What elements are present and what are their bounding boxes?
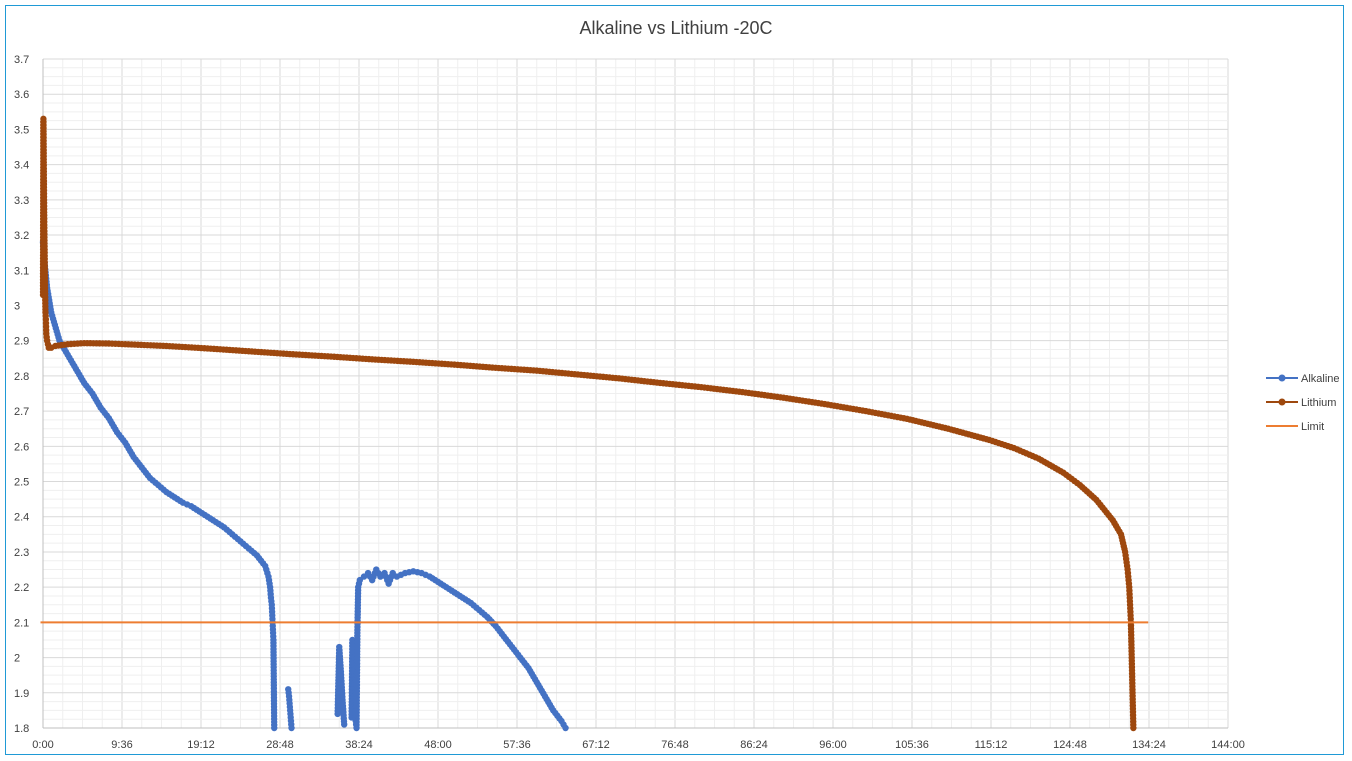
y-tick-label: 2.7 [14, 406, 29, 418]
y-tick-label: 2.5 [14, 477, 29, 489]
x-tick-label: 67:12 [582, 739, 610, 751]
y-tick-label: 2.9 [14, 336, 29, 348]
x-tick-label: 144:00 [1211, 739, 1245, 751]
x-tick-label: 9:36 [111, 739, 132, 751]
chart-title: Alkaline vs Lithium -20C [579, 18, 773, 38]
y-tick-label: 3.6 [14, 89, 29, 101]
y-tick-label: 3 [14, 300, 20, 312]
series-line-lithium [42, 117, 1135, 729]
legend-label-lithium: Lithium [1301, 397, 1336, 409]
y-tick-label: 2 [14, 653, 20, 665]
series-layer [39, 115, 1149, 732]
y-tick-label: 2.4 [14, 512, 29, 524]
y-tick-label: 1.8 [14, 723, 29, 735]
y-tick-label: 2.1 [14, 617, 29, 629]
series-lithium [39, 115, 1137, 732]
series-alkaline [39, 238, 569, 732]
legend-label-alkaline: Alkaline [1301, 373, 1340, 385]
data-point-alkaline [340, 721, 348, 728]
axis-layer: 1.8 1.9 2 2.1 2.2 2.3 2.4 2.5 2.6 2.7 2.8 2.9 3 3.1 3.… [14, 54, 1245, 751]
x-tick-label: 76:48 [661, 739, 689, 751]
y-tick-label: 2.6 [14, 441, 29, 453]
data-point-alkaline [562, 724, 569, 732]
y-tick-label: 2.2 [14, 582, 29, 594]
legend-marker-lithium [1278, 398, 1286, 406]
legend-label-limit: Limit [1301, 421, 1324, 433]
y-tick-label: 3.4 [14, 160, 29, 172]
x-tick-label: 28:48 [266, 739, 294, 751]
x-tick-label: 96:00 [819, 739, 847, 751]
data-point-alkaline [288, 724, 295, 732]
x-tick-label: 105:36 [895, 739, 929, 751]
x-tick-label: 0:00 [32, 739, 53, 751]
data-point-alkaline [271, 724, 278, 732]
x-tick-label: 57:36 [503, 739, 531, 751]
grid-layer [42, 58, 1229, 729]
y-tick-label: 3.7 [14, 54, 29, 66]
y-tick-label: 2.3 [14, 547, 29, 559]
y-tick-label: 2.8 [14, 371, 29, 383]
x-tick-label: 86:24 [740, 739, 768, 751]
y-tick-label: 1.9 [14, 688, 29, 700]
legend-marker-alkaline [1278, 374, 1286, 382]
y-tick-label: 3.1 [14, 265, 29, 277]
x-tick-label: 48:00 [424, 739, 452, 751]
y-tick-label: 3.3 [14, 195, 29, 207]
data-point-lithium [1130, 724, 1137, 732]
x-tick-label: 134:24 [1132, 739, 1166, 751]
legend: Alkaline Lithium Limit [1266, 373, 1340, 433]
y-tick-label: 3.5 [14, 124, 29, 136]
x-tick-label: 115:12 [975, 739, 1008, 751]
x-tick-label: 19:12 [187, 739, 215, 751]
y-tick-label: 3.2 [14, 230, 29, 242]
x-tick-label: 38:24 [345, 739, 373, 751]
x-tick-label: 124:48 [1053, 739, 1087, 751]
